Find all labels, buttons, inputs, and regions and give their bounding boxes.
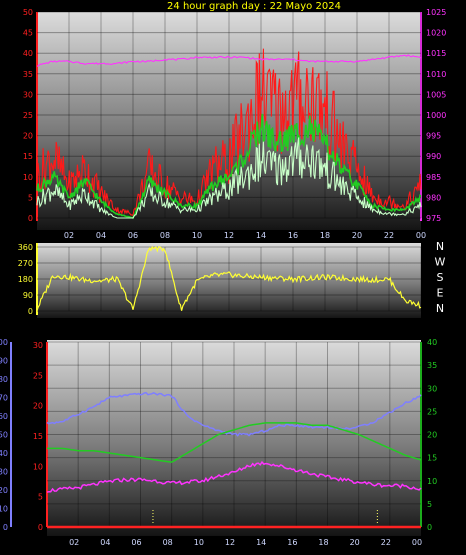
p3-x-tick-label: 18 — [318, 538, 328, 547]
series-direction-line — [36, 245, 422, 311]
p3-x-tick-label: 04 — [100, 538, 110, 547]
p3-x-tick-label: 20 — [350, 538, 360, 547]
compass-label: N — [436, 240, 444, 253]
p2-y-tick-label: 270 — [18, 259, 33, 268]
p3-y-right-tick-label: 40 — [427, 338, 437, 347]
p2-y-tick-label: 0 — [28, 307, 33, 316]
p1-x-tick-label: 20 — [352, 231, 362, 240]
p3-y-right-tick-label: 35 — [427, 361, 437, 370]
p3-x-tick-label: 02 — [69, 538, 79, 547]
p1-x-tick-label: 08 — [160, 231, 170, 240]
p3-y-right-tick-label: 20 — [427, 431, 437, 440]
panel-wind-pressure: 02 04 06 08 10 12 14 16 18 20 22 00 051015202530354… — [23, 8, 447, 240]
p3-y-humidity-tick-label: 40 — [0, 449, 8, 458]
series-wind-line — [36, 137, 422, 219]
series-pressure-line — [36, 54, 422, 67]
p3-x-tick-label: 22 — [381, 538, 391, 547]
p3-y-right-tick-label: 30 — [427, 384, 437, 393]
p1-y-left-tick-label: 30 — [23, 90, 33, 99]
p1-y-left-tick-label: 0 — [28, 214, 33, 223]
p1-y-right-tick-label: 1010 — [426, 70, 446, 79]
p1-y-right-tick-label: 995 — [426, 132, 441, 141]
p3-y-temp-red-tick-label: 15 — [33, 432, 43, 441]
p1-x-tick-label: 22 — [384, 231, 394, 240]
p1-y-left-tick-label: 45 — [23, 29, 33, 38]
p1-y-right-tick-label: 990 — [426, 152, 441, 161]
p3-x-tick-label: 08 — [163, 538, 173, 547]
p1-y-right-tick-label: 985 — [426, 173, 441, 182]
p1-y-right-tick-label: 975 — [426, 214, 441, 223]
p3-y-humidity-tick-label: 90 — [0, 357, 8, 366]
p1-x-tick-label: 14 — [256, 231, 266, 240]
p3-x-tick-label: 12 — [225, 538, 235, 547]
p3-x-tick-label: 14 — [256, 538, 266, 547]
p3-y-humidity-tick-label: 20 — [0, 486, 8, 495]
p1-y-right-tick-label: 980 — [426, 193, 441, 202]
p3-x-tick-label: 06 — [131, 538, 141, 547]
p3-y-right-tick-label: 10 — [427, 477, 437, 486]
compass-label: W — [435, 256, 446, 269]
p1-y-left-tick-label: 50 — [23, 8, 33, 17]
p1-x-tick-label: 16 — [288, 231, 298, 240]
p3-x-tick-label: 10 — [194, 538, 204, 547]
p1-x-tick-label: 06 — [128, 231, 138, 240]
p1-x-tick-label: 10 — [192, 231, 202, 240]
compass-label: S — [437, 271, 444, 284]
p1-y-left-tick-label: 15 — [23, 152, 33, 161]
p1-y-left-tick-label: 35 — [23, 70, 33, 79]
p1-y-right-tick-label: 1000 — [426, 111, 446, 120]
p3-y-temp-red-tick-label: 10 — [33, 462, 43, 471]
panel-wind-direction-background — [37, 243, 421, 318]
p1-x-tick-label: 00 — [416, 231, 426, 240]
p3-y-temp-red-tick-label: 0 — [38, 523, 43, 532]
p3-y-humidity-tick-label: 80 — [0, 375, 8, 384]
chart-title: 24 hour graph day : 22 Mayo 2024 — [167, 1, 341, 12]
p1-x-tick-label: 04 — [96, 231, 106, 240]
p3-y-right-tick-label: 5 — [427, 500, 432, 509]
series-humidity-line — [46, 391, 422, 437]
compass-label: E — [437, 287, 444, 300]
p3-y-humidity-tick-label: 100 — [0, 338, 8, 347]
p3-y-right-tick-label: 0 — [427, 523, 432, 532]
p1-x-tick-label: 18 — [320, 231, 330, 240]
p3-y-humidity-tick-label: 0 — [3, 523, 8, 532]
p1-y-left-tick-label: 40 — [23, 49, 33, 58]
p2-y-tick-label: 180 — [18, 275, 33, 284]
series-gust-line — [36, 48, 422, 217]
p1-y-right-tick-label: 1020 — [426, 29, 446, 38]
series-dewpoint-line — [46, 460, 422, 493]
p1-y-left-tick-label: 5 — [28, 193, 33, 202]
series-temp-line — [47, 422, 422, 463]
p3-y-temp-red-tick-label: 25 — [33, 371, 43, 380]
p3-y-humidity-tick-label: 70 — [0, 394, 8, 403]
p1-y-right-tick-label: 1015 — [426, 49, 446, 58]
p3-y-right-tick-label: 15 — [427, 454, 437, 463]
p3-x-tick-label: 00 — [412, 538, 422, 547]
panel-temp-humidity-background — [47, 340, 421, 536]
panel-temp-humidity: 02 04 06 08 10 12 14 16 18 20 22 00 010203040506070… — [0, 338, 437, 547]
p2-y-tick-label: 90 — [23, 291, 33, 300]
series-avg-wind-line — [36, 113, 422, 219]
p1-y-right-tick-label: 1005 — [426, 90, 446, 99]
p2-y-tick-label: 360 — [18, 243, 33, 252]
p3-y-temp-red-tick-label: 30 — [33, 341, 43, 350]
p1-y-left-tick-label: 10 — [23, 173, 33, 182]
p1-y-left-tick-label: 25 — [23, 111, 33, 120]
p1-x-tick-label: 12 — [224, 231, 234, 240]
p3-y-temp-red-tick-label: 5 — [38, 493, 43, 502]
compass-label: N — [436, 302, 444, 315]
p3-y-humidity-tick-label: 10 — [0, 505, 8, 514]
p3-y-right-tick-label: 25 — [427, 407, 437, 416]
p1-x-tick-label: 02 — [64, 231, 74, 240]
p1-y-left-tick-label: 20 — [23, 132, 33, 141]
p3-x-tick-label: 16 — [287, 538, 297, 547]
p1-y-right-tick-label: 1025 — [426, 8, 446, 17]
p3-y-humidity-tick-label: 30 — [0, 468, 8, 477]
p3-y-temp-red-tick-label: 20 — [33, 402, 43, 411]
p3-y-humidity-tick-label: 60 — [0, 412, 8, 421]
p3-y-humidity-tick-label: 50 — [0, 431, 8, 440]
